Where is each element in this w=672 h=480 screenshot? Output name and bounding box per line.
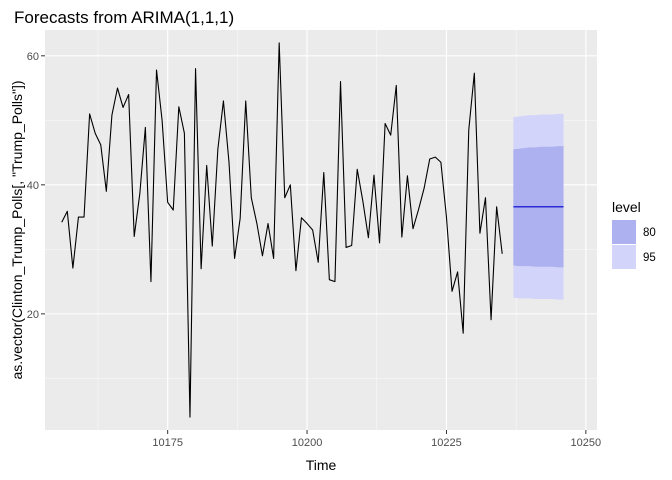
legend-swatch-80 <box>612 220 636 244</box>
y-tick-label: 40 <box>27 180 39 192</box>
x-tick-label: 10175 <box>152 437 183 449</box>
x-tick-label: 10250 <box>571 437 602 449</box>
x-axis-title: Time <box>306 457 337 473</box>
y-axis: 20 40 60 <box>27 51 45 321</box>
y-tick-label: 20 <box>27 309 39 321</box>
grid-lines <box>45 30 597 430</box>
y-axis-title: as.vector(Clinton_Trump_Polls[, "Trump_P… <box>9 80 25 379</box>
y-tick-label: 60 <box>27 51 39 63</box>
observed-line <box>61 42 503 418</box>
legend-label-95: 95 <box>643 252 656 264</box>
plot-panel <box>45 30 597 430</box>
x-tick-label: 10200 <box>292 437 323 449</box>
series <box>61 42 564 418</box>
chart-title: Forecasts from ARIMA(1,1,1) <box>14 8 234 27</box>
legend-label-80: 80 <box>643 227 656 239</box>
legend-title: level <box>612 199 641 215</box>
x-axis: 10175 10200 10225 10250 <box>152 430 601 449</box>
legend-swatch-95 <box>612 245 636 269</box>
legend: level 80 95 <box>612 199 656 269</box>
x-tick-label: 10225 <box>431 437 462 449</box>
